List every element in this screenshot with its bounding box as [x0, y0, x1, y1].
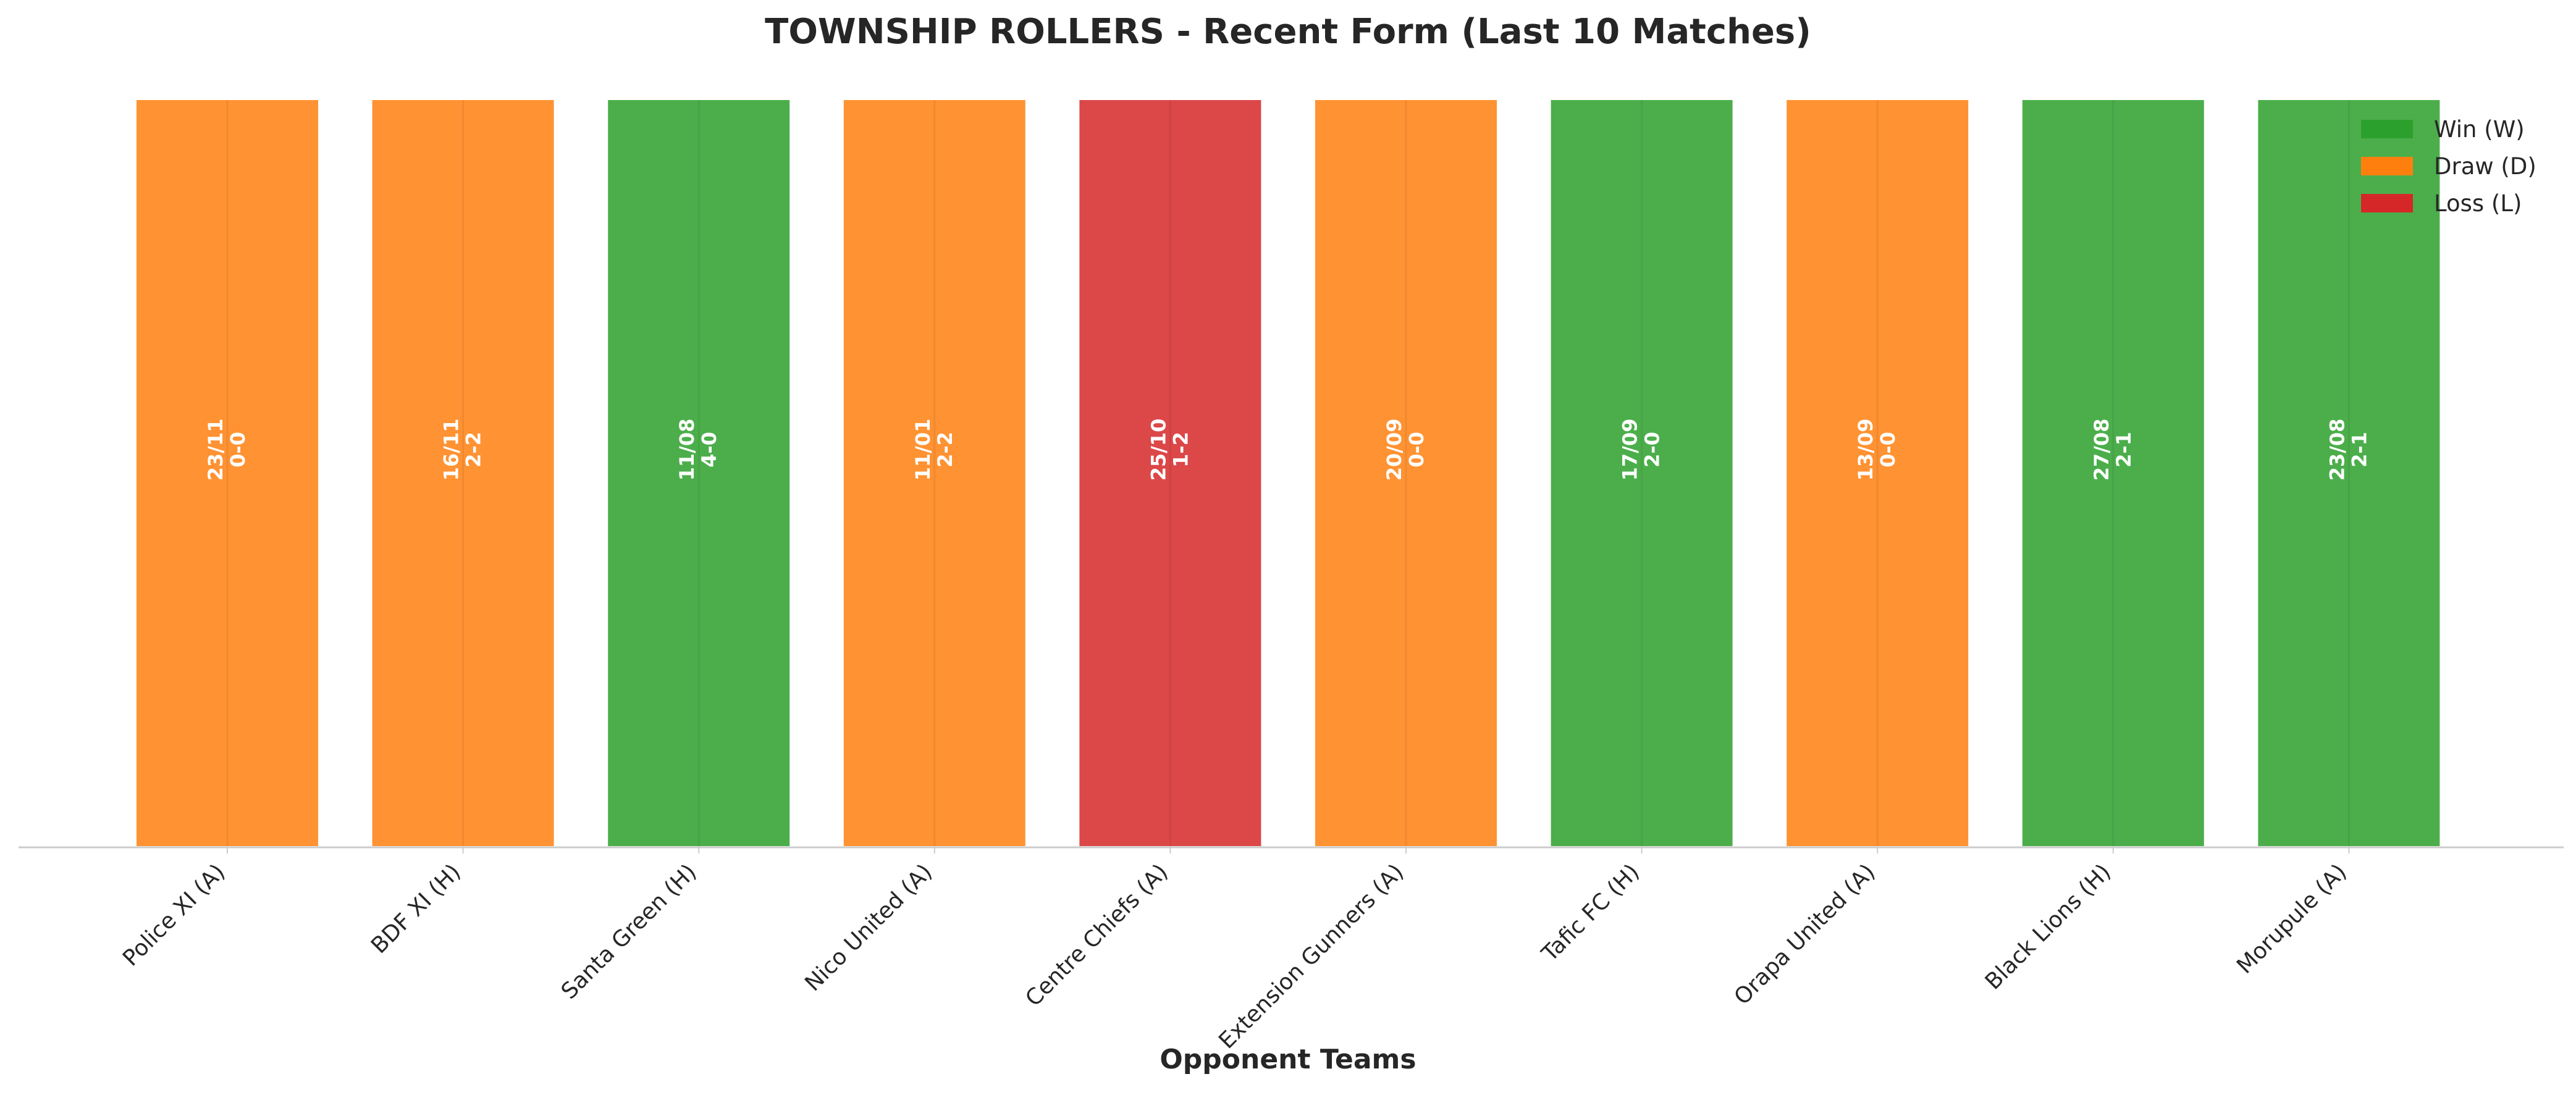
match-date: 11/08 — [675, 419, 699, 481]
bar-6 — [1313, 98, 1499, 849]
match-score: 0-0 — [1405, 432, 1428, 468]
bar-10 — [2255, 98, 2443, 849]
bar-data-label-9: 27/082-1 — [2090, 419, 2136, 481]
match-date: 23/08 — [2325, 419, 2349, 481]
x-tick-label-8: Orapa United (A) — [1730, 859, 1880, 1010]
bar-data-label-7: 17/092-0 — [1618, 419, 1664, 481]
match-score: 2-2 — [462, 432, 486, 468]
bar-data-label-6: 20/090-0 — [1383, 419, 1428, 481]
bar-data-label-4: 11/012-2 — [911, 419, 957, 481]
bar-8 — [1784, 98, 1971, 849]
bar-2 — [369, 98, 557, 849]
bar-1 — [134, 98, 321, 849]
match-date: 16/11 — [440, 419, 463, 481]
legend-label-d: Draw (D) — [2434, 153, 2536, 180]
bars-layer — [134, 98, 2443, 849]
x-axis-label: Opponent Teams — [1160, 1044, 1416, 1075]
match-score: 2-1 — [2347, 432, 2371, 468]
bar-4 — [841, 98, 1028, 849]
bar-7 — [1548, 98, 1735, 849]
match-date: 20/09 — [1383, 419, 1406, 481]
legend: Win (W) Draw (D) Loss (L) — [2361, 116, 2536, 217]
chart-title: TOWNSHIP ROLLERS - Recent Form (Last 10 … — [765, 12, 1811, 52]
match-score: 2-0 — [1641, 432, 1664, 468]
bar-data-label-2: 16/112-2 — [440, 419, 486, 481]
bar-data-label-10: 23/082-1 — [2325, 419, 2371, 481]
x-tick-label-1: Police XI (A) — [118, 859, 230, 971]
x-tick-label-10: Morupule (A) — [2232, 859, 2352, 979]
match-date: 23/11 — [204, 419, 227, 481]
bar-5 — [1077, 98, 1264, 849]
legend-swatch-l — [2361, 194, 2413, 212]
match-date: 11/01 — [911, 419, 935, 481]
x-tick-label-2: BDF XI (H) — [366, 859, 466, 959]
legend-swatch-w — [2361, 120, 2413, 138]
match-score: 0-0 — [1876, 432, 1900, 468]
x-tick-label-6: Extension Gunners (A) — [1214, 859, 1408, 1054]
match-score: 2-1 — [2112, 432, 2136, 468]
x-tick-label-7: Tafic FC (H) — [1537, 859, 1644, 967]
bar-data-label-1: 23/110-0 — [204, 419, 250, 481]
bar-data-label-5: 25/101-2 — [1147, 419, 1192, 481]
legend-label-l: Loss (L) — [2434, 190, 2522, 217]
match-date: 25/10 — [1147, 419, 1170, 481]
match-date: 13/09 — [1854, 419, 1877, 481]
x-tick-label-4: Nico United (A) — [800, 859, 937, 996]
match-date: 27/08 — [2090, 419, 2113, 481]
x-tick-label-9: Black Lions (H) — [1980, 859, 2116, 994]
bar-data-label-3: 11/084-0 — [675, 419, 721, 481]
match-date: 17/09 — [1618, 419, 1642, 481]
match-score: 2-2 — [933, 432, 957, 468]
legend-label-w: Win (W) — [2434, 116, 2525, 143]
legend-swatch-d — [2361, 157, 2413, 175]
x-tick-label-5: Centre Chiefs (A) — [1021, 859, 1172, 1011]
bar-data-label-8: 13/090-0 — [1854, 419, 1900, 481]
x-tick-label-3: Santa Green (H) — [557, 859, 702, 1004]
bar-3 — [605, 98, 793, 849]
match-score: 1-2 — [1169, 432, 1192, 468]
match-score: 0-0 — [226, 432, 250, 468]
match-score: 4-0 — [697, 432, 721, 468]
